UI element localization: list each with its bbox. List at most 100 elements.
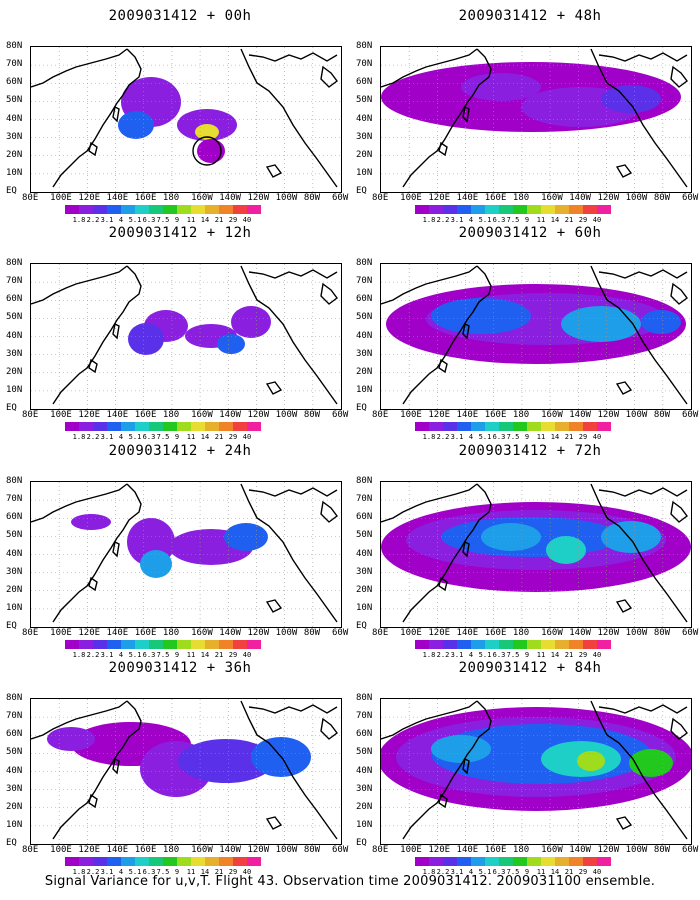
colorbar-level-label: 5.1 xyxy=(128,868,142,876)
colorbar-labels: 1.8 2.2 3.1 4 5.1 6.3 7.5 9 11 14 21 29 40 xyxy=(415,216,677,225)
colorbar-swatch xyxy=(415,640,429,649)
variance-blob xyxy=(461,73,541,101)
colorbar-level-label: 4 xyxy=(468,433,474,441)
colorbar-swatch xyxy=(247,422,261,431)
colorbar-swatch xyxy=(177,857,191,866)
colorbar-swatch xyxy=(191,640,205,649)
colorbar xyxy=(65,422,261,431)
lat-tick-label: 50N xyxy=(6,530,23,541)
lon-tick-label: 80W xyxy=(303,845,321,855)
colorbar-swatch xyxy=(219,640,233,649)
lat-tick-label: 50N xyxy=(356,312,373,323)
colorbar-swatch xyxy=(499,640,513,649)
lat-tick-label: 70N xyxy=(356,711,373,722)
colorbar-swatch xyxy=(485,422,499,431)
colorbar-swatch xyxy=(555,422,569,431)
colorbar-swatch xyxy=(163,857,177,866)
variance-blob xyxy=(431,735,491,763)
variance-field xyxy=(381,699,691,844)
colorbar-level-label: 14 xyxy=(200,651,210,659)
colorbar-swatch xyxy=(429,857,443,866)
coastline xyxy=(320,717,338,740)
coastline xyxy=(590,483,688,623)
coastline xyxy=(265,816,283,830)
coastline xyxy=(240,483,338,623)
coastline xyxy=(598,52,688,62)
colorbar-swatch xyxy=(513,640,527,649)
lat-tick-label: 10N xyxy=(6,167,23,178)
variance-field xyxy=(31,699,341,844)
colorbar-labels: 1.8 2.2 3.1 4 5.1 6.3 7.5 9 11 14 21 29 40 xyxy=(415,868,677,877)
coastline xyxy=(402,700,492,840)
lon-tick-label: 180 xyxy=(512,845,530,855)
lon-tick-label: 160E xyxy=(484,193,507,203)
lat-tick-label: 40N xyxy=(6,330,23,341)
lon-tick-label: 120W xyxy=(597,628,620,638)
lon-tick-label: 80W xyxy=(653,845,671,855)
colorbar-labels: 1.8 2.2 3.1 4 5.1 6.3 7.5 9 11 14 21 29 40 xyxy=(65,868,327,877)
colorbar-swatch xyxy=(233,857,247,866)
coastline xyxy=(31,48,128,88)
colorbar-swatch xyxy=(93,422,107,431)
colorbar-level-label: 21 xyxy=(564,651,574,659)
lat-tick-label: 50N xyxy=(6,95,23,106)
colorbar-level-label: 4 xyxy=(118,433,124,441)
colorbar-level-label: 11 xyxy=(186,433,196,441)
lat-tick-label: 40N xyxy=(356,548,373,559)
colorbar-level-label: 9 xyxy=(524,651,530,659)
lat-tick-label: 80N xyxy=(356,693,373,703)
lon-tick-label: 80W xyxy=(653,628,671,638)
coastline xyxy=(320,65,338,88)
lat-tick-label: 20N xyxy=(356,366,373,377)
colorbar-swatch xyxy=(513,857,527,866)
colorbar-swatch xyxy=(513,422,527,431)
lon-tick-label: 120E xyxy=(428,193,451,203)
colorbar-swatch xyxy=(429,640,443,649)
lon-tick-label: 140E xyxy=(106,845,129,855)
lon-tick-label: 100E xyxy=(50,410,72,420)
colorbar-level-label: 1.8 xyxy=(72,216,86,224)
colorbar-swatch xyxy=(107,422,121,431)
map-panel: 2009031412 + 84h 80N 70N 60N 50N 40N 30N 20N 10N… xyxy=(356,660,700,877)
lon-tick-label: 80W xyxy=(653,193,671,203)
variance-blob xyxy=(118,111,154,139)
colorbar-swatch xyxy=(415,857,429,866)
colorbar-labels: 1.8 2.2 3.1 4 5.1 6.3 7.5 9 11 14 21 29 40 xyxy=(65,651,327,660)
coastline xyxy=(590,700,688,840)
colorbar-level-label: 11 xyxy=(186,651,196,659)
colorbar-level-label: 40 xyxy=(592,433,602,441)
lat-tick-label: 10N xyxy=(356,167,373,178)
lat-tick-label: 70N xyxy=(6,276,23,287)
observation-region-circle xyxy=(192,136,222,166)
panel-title: 2009031412 + 36h xyxy=(108,660,252,676)
colorbar-swatch xyxy=(107,857,121,866)
lon-tick-label: 100E xyxy=(50,845,72,855)
lon-tick-label: 120E xyxy=(78,628,101,638)
colorbar-swatch xyxy=(471,205,485,214)
colorbar-level-label: 29 xyxy=(228,433,238,441)
lon-tick-label: 80W xyxy=(303,410,321,420)
colorbar-swatch xyxy=(149,422,163,431)
colorbar-level-label: 1.8 xyxy=(72,651,86,659)
colorbar-level-label: 3.1 xyxy=(450,868,464,876)
lon-tick-label: 100E xyxy=(400,410,422,420)
colorbar-swatch xyxy=(597,640,611,649)
lat-tick-label: EQ xyxy=(356,621,367,631)
variance-blob xyxy=(178,739,274,783)
lat-tick-label: 30N xyxy=(356,131,373,142)
coastline xyxy=(670,500,688,523)
map-frame xyxy=(380,46,692,193)
colorbar-level-label: 2.2 xyxy=(436,868,450,876)
lon-tick-label: 80W xyxy=(303,193,321,203)
variance-blob xyxy=(601,85,661,113)
colorbar-level-label: 21 xyxy=(214,651,224,659)
lat-tick-label: 30N xyxy=(6,566,23,577)
lon-tick-label: 180 xyxy=(512,193,530,203)
coastline xyxy=(670,282,688,305)
coastline xyxy=(381,48,478,88)
colorbar-level-label: 3.1 xyxy=(450,216,464,224)
lat-tick-label: 50N xyxy=(356,530,373,541)
lat-tick-label: 60N xyxy=(356,729,373,740)
colorbar-level-label: 4 xyxy=(118,216,124,224)
lat-tick-label: 30N xyxy=(356,348,373,359)
